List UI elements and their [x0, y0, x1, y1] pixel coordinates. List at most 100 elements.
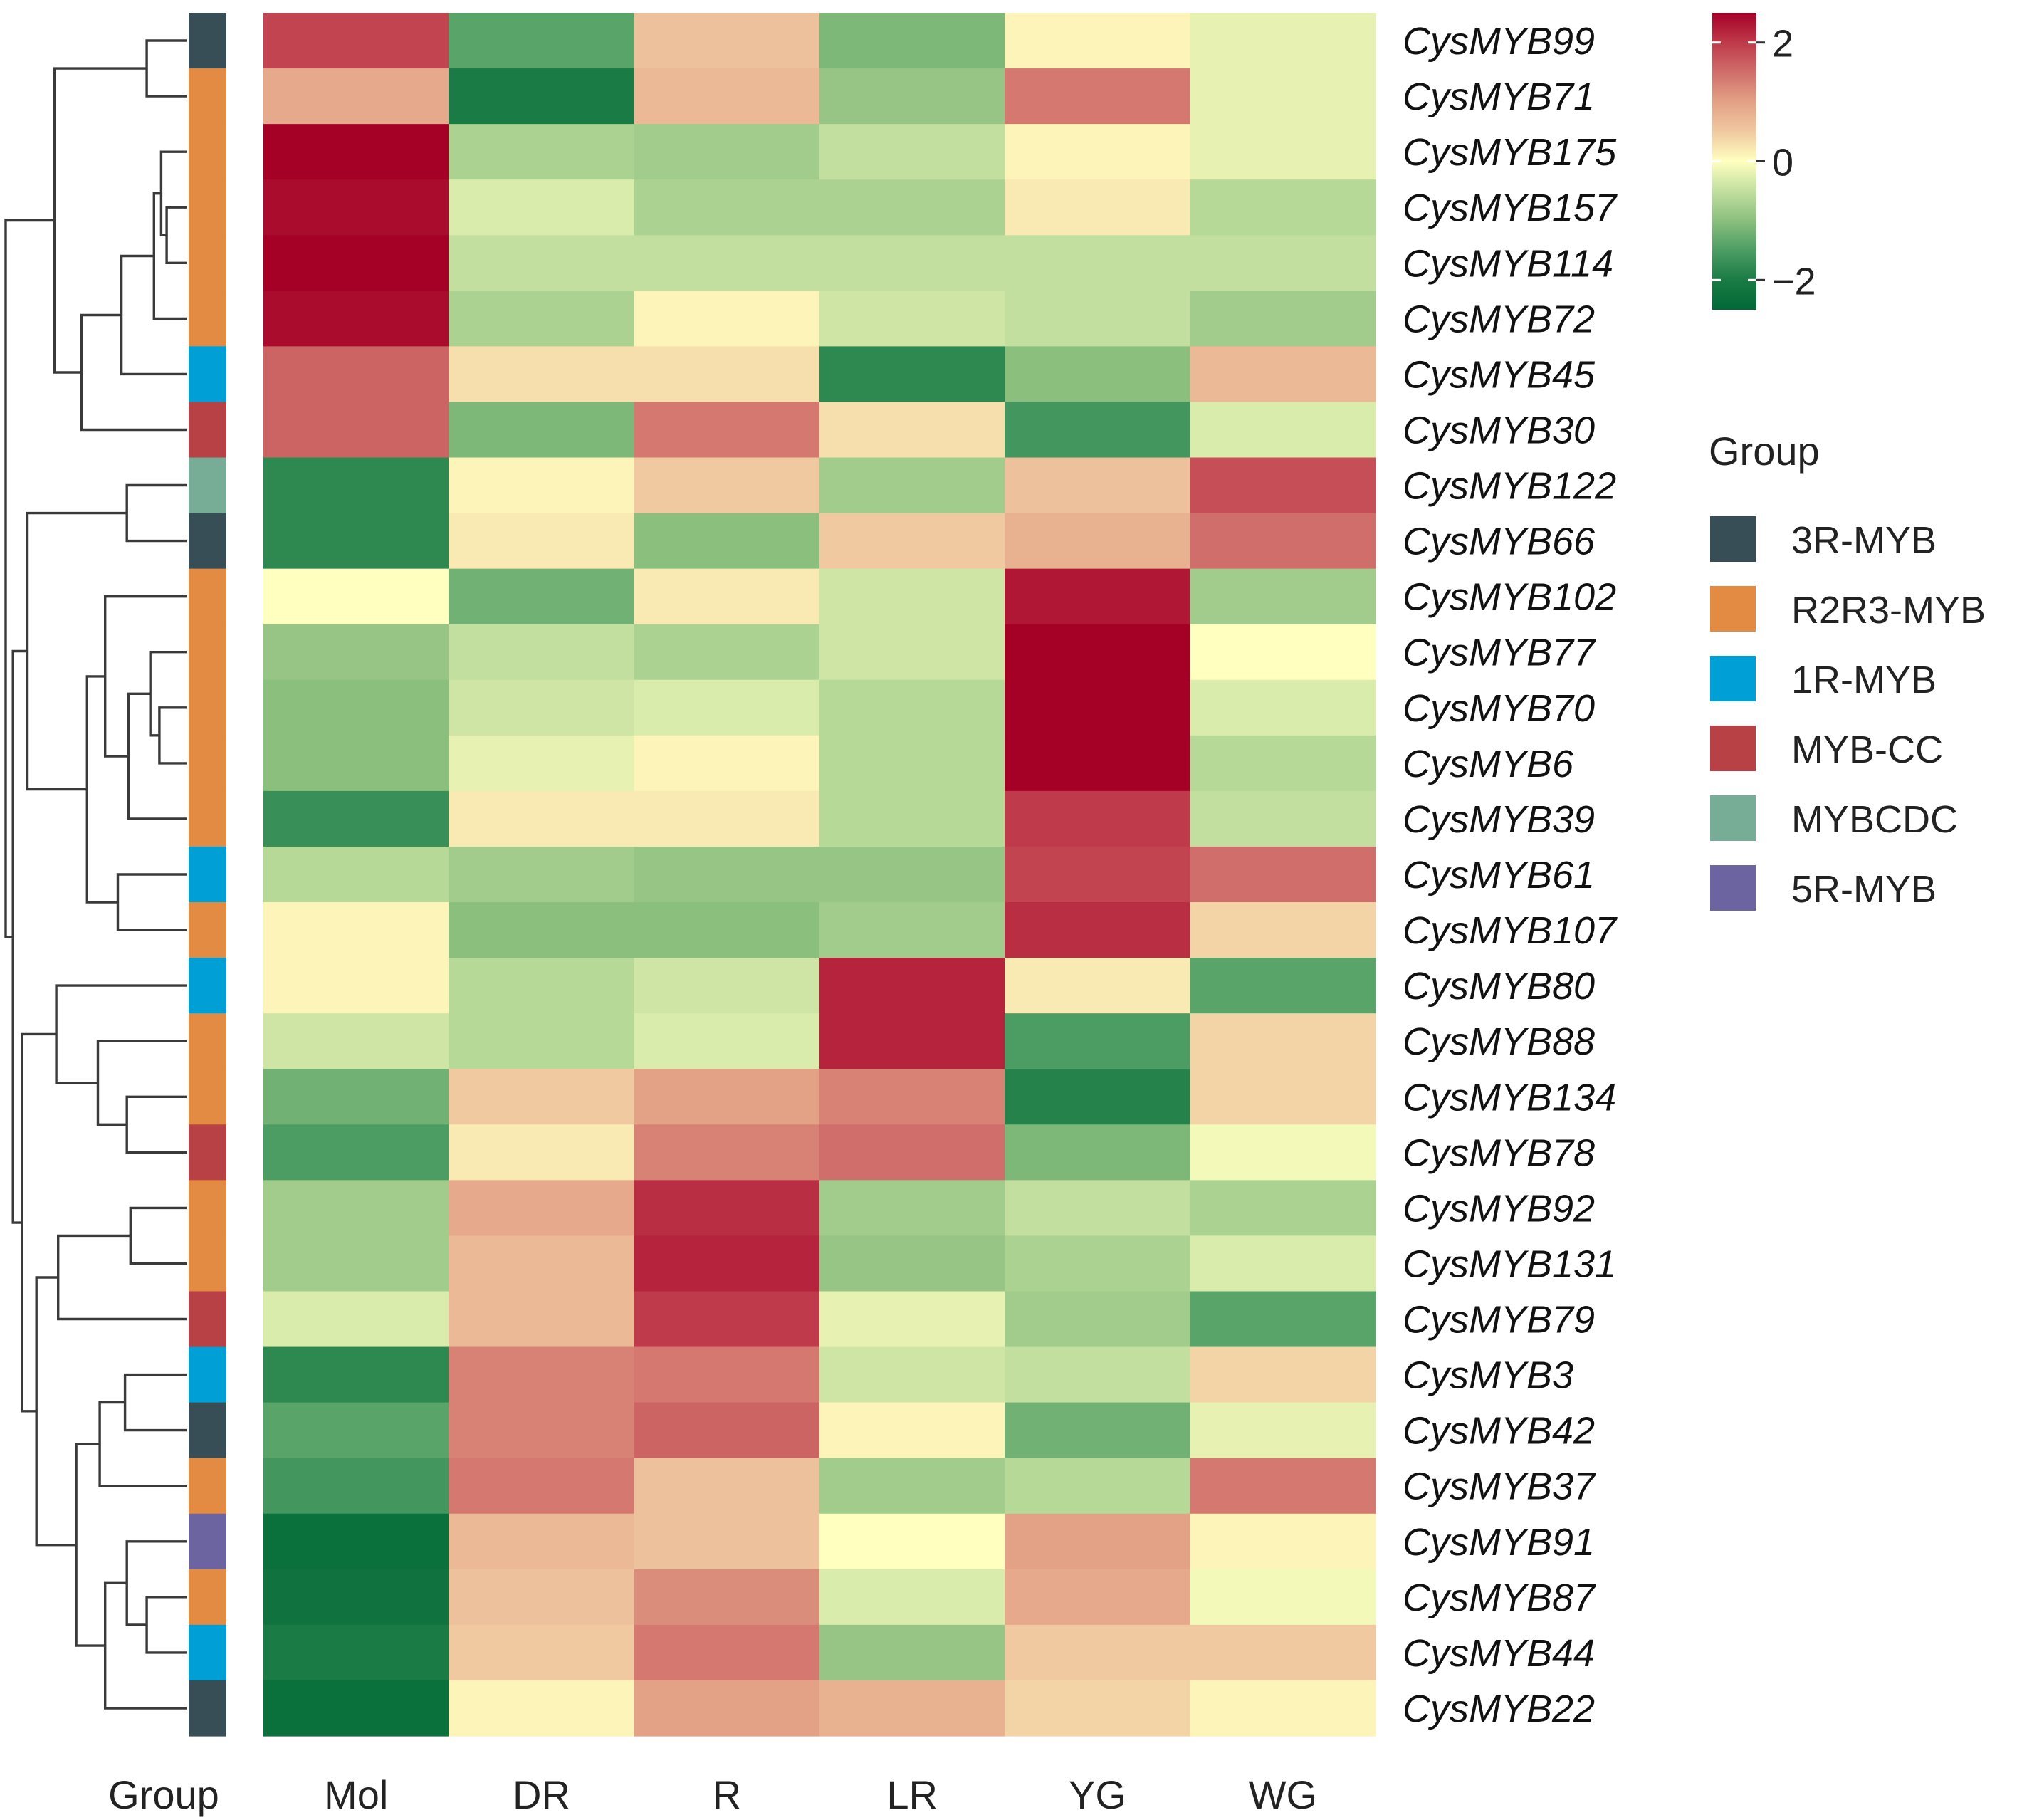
- heatmap-cell: [1190, 402, 1376, 459]
- heatmap-cell: [819, 958, 1005, 1014]
- heatmap-cell: [449, 790, 635, 847]
- row-dendrogram: [4, 39, 187, 1710]
- color-bar-tick-label: 0: [1772, 142, 1793, 184]
- heatmap-cell: [1190, 1346, 1376, 1403]
- heatmap-cell: [819, 1235, 1005, 1292]
- heatmap-cell: [1190, 1013, 1376, 1069]
- heatmap-cell: [634, 735, 820, 792]
- heatmap-cell: [449, 846, 635, 903]
- heatmap-cell: [819, 68, 1005, 125]
- legend-label: 1R-MYB: [1791, 659, 1937, 701]
- heatmap-cell: [819, 346, 1005, 403]
- heatmap-cell: [449, 624, 635, 681]
- group-annotation-cell: [189, 1180, 226, 1237]
- heatmap-cell: [819, 457, 1005, 514]
- heatmap-cell: [819, 1180, 1005, 1237]
- heatmap-cell: [449, 958, 635, 1014]
- legend-label: MYBCDC: [1791, 798, 1958, 841]
- legend-swatch: [1710, 795, 1756, 841]
- row-label: CysMYB66: [1403, 521, 1596, 563]
- heatmap-cell: [449, 1013, 635, 1069]
- heatmap-cell: [1005, 1124, 1191, 1181]
- heatmap-cell: [449, 457, 635, 514]
- heatmap-cell: [634, 624, 820, 681]
- heatmap-cell: [1190, 291, 1376, 347]
- heatmap-cell: [263, 1291, 449, 1348]
- heatmap-cell: [819, 1569, 1005, 1626]
- heatmap-cell: [1005, 1013, 1191, 1069]
- heatmap-cell: [449, 346, 635, 403]
- heatmap-cell: [1190, 1235, 1376, 1292]
- column-label: DR: [513, 1772, 570, 1817]
- heatmap-cell: [263, 68, 449, 125]
- heatmap-cell: [1190, 1624, 1376, 1681]
- group-annotation-cell: [189, 1013, 226, 1069]
- heatmap-cell: [449, 1402, 635, 1459]
- color-bar-tick-label: 2: [1772, 23, 1793, 66]
- legend-swatch: [1710, 726, 1756, 771]
- group-annotation-cell: [189, 402, 226, 459]
- group-annotation-cell: [189, 1513, 226, 1570]
- heatmap-cell: [263, 1235, 449, 1292]
- heatmap-cell: [819, 291, 1005, 347]
- heatmap-cell: [1190, 235, 1376, 291]
- heatmap-cell: [449, 568, 635, 625]
- heatmap-cell: [1005, 624, 1191, 681]
- heatmap-cell: [263, 1124, 449, 1181]
- heatmap-cell: [449, 1513, 635, 1570]
- row-label: CysMYB91: [1403, 1521, 1595, 1564]
- heatmap-cell: [263, 1624, 449, 1681]
- heatmap-cell: [1005, 1069, 1191, 1125]
- group-annotation-cell: [189, 1458, 226, 1515]
- heatmap-cell: [819, 902, 1005, 958]
- heatmap-cell: [1190, 13, 1376, 69]
- heatmap-cell: [819, 513, 1005, 570]
- heatmap-cell: [634, 1124, 820, 1181]
- heatmap-cell: [819, 1680, 1005, 1737]
- heatmap-cell: [634, 1291, 820, 1348]
- heatmap-cell: [634, 679, 820, 736]
- row-label: CysMYB39: [1403, 798, 1595, 841]
- heatmap-cell: [1005, 1458, 1191, 1515]
- heatmap-cell: [1190, 790, 1376, 847]
- heatmap-cell: [449, 1069, 635, 1125]
- heatmap-cell: [634, 1180, 820, 1237]
- heatmap-cell: [819, 1346, 1005, 1403]
- row-label: CysMYB157: [1403, 187, 1618, 229]
- heatmap-cell: [634, 1013, 820, 1069]
- heatmap-cell: [263, 457, 449, 514]
- heatmap-cell: [819, 1458, 1005, 1515]
- column-label: YG: [1069, 1772, 1126, 1817]
- group-annotation-cell: [189, 568, 226, 625]
- column-label: Mol: [324, 1772, 388, 1817]
- group-annotation-cell: [189, 179, 226, 236]
- heatmap-cell: [634, 1346, 820, 1403]
- heatmap-cell: [634, 902, 820, 958]
- row-label: CysMYB30: [1403, 409, 1595, 451]
- row-label: CysMYB87: [1403, 1576, 1596, 1619]
- heatmap-cell: [634, 291, 820, 347]
- heatmap-cell: [819, 1624, 1005, 1681]
- row-label: CysMYB122: [1403, 465, 1616, 508]
- heatmap-cell: [449, 735, 635, 792]
- row-label: CysMYB131: [1403, 1243, 1616, 1285]
- group-annotation-column: [189, 13, 226, 1737]
- heatmap-cell: [634, 13, 820, 69]
- heatmap-cell: [819, 1291, 1005, 1348]
- heatmap-cell: [1005, 1624, 1191, 1681]
- group-annotation-cell: [189, 1680, 226, 1737]
- heatmap-cell: [263, 1402, 449, 1459]
- column-label: R: [713, 1772, 741, 1817]
- heatmap-cell: [1190, 124, 1376, 180]
- heatmap-cell: [634, 68, 820, 125]
- heatmap-cell: [634, 235, 820, 291]
- heatmap-cell: [1005, 1180, 1191, 1237]
- heatmap-cell: [1190, 1124, 1376, 1181]
- heatmap-cell: [263, 1458, 449, 1515]
- heatmap-cell: [449, 1291, 635, 1348]
- heatmap-cell: [263, 1569, 449, 1626]
- legend-label: 5R-MYB: [1791, 868, 1937, 911]
- heatmap-cell: [449, 1680, 635, 1737]
- heatmap-cell: [819, 846, 1005, 903]
